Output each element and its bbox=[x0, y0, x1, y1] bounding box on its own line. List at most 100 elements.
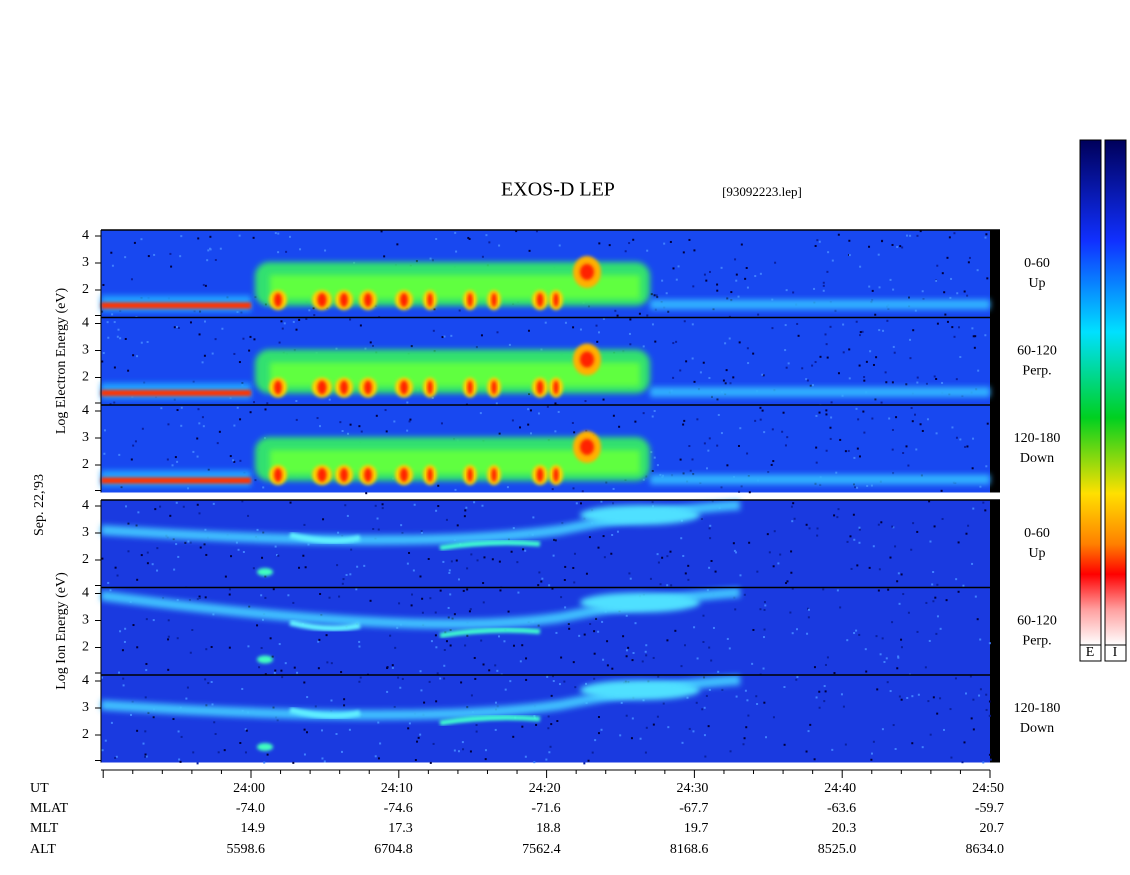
speckle bbox=[823, 685, 826, 688]
speckle bbox=[682, 251, 685, 254]
speckle bbox=[819, 483, 822, 486]
speckle bbox=[680, 665, 683, 668]
speckle bbox=[796, 628, 799, 631]
speckle bbox=[652, 723, 655, 726]
speckle bbox=[897, 655, 900, 658]
speckle bbox=[261, 556, 264, 559]
blob bbox=[467, 380, 473, 395]
blob bbox=[400, 380, 408, 395]
speckle bbox=[547, 727, 550, 730]
speckle bbox=[456, 524, 459, 527]
speckle bbox=[955, 378, 958, 381]
speckle bbox=[141, 427, 144, 430]
speckle bbox=[204, 284, 207, 287]
speckle bbox=[474, 677, 477, 680]
speckle bbox=[666, 555, 669, 558]
speckle bbox=[755, 695, 758, 698]
speckle bbox=[101, 310, 104, 313]
speckle bbox=[963, 290, 966, 293]
edge-strip bbox=[990, 675, 1000, 763]
speckle bbox=[330, 699, 333, 702]
speckle bbox=[533, 715, 536, 718]
speckle bbox=[652, 656, 655, 659]
speckle bbox=[902, 593, 905, 596]
speckle bbox=[912, 329, 915, 332]
speckle bbox=[218, 430, 221, 433]
footer-value: 8634.0 bbox=[966, 842, 1005, 857]
speckle bbox=[748, 491, 751, 494]
speckle bbox=[728, 647, 731, 650]
speckle bbox=[432, 329, 435, 332]
speckle bbox=[777, 562, 780, 565]
speckle bbox=[970, 717, 973, 720]
footer-value: -59.7 bbox=[975, 801, 1004, 816]
speckle bbox=[147, 255, 150, 258]
speckle bbox=[763, 636, 766, 639]
blob bbox=[364, 380, 372, 395]
speckle bbox=[106, 321, 109, 324]
speckle bbox=[230, 555, 233, 558]
speckle bbox=[602, 317, 605, 320]
speckle bbox=[124, 256, 127, 259]
speckle bbox=[856, 486, 859, 489]
speckle bbox=[201, 361, 204, 364]
speckle bbox=[627, 646, 630, 649]
speckle bbox=[683, 419, 686, 422]
speckle bbox=[695, 701, 698, 704]
speckle bbox=[763, 431, 766, 434]
speckle bbox=[929, 733, 932, 736]
speckle bbox=[811, 384, 814, 387]
speckle bbox=[337, 531, 340, 534]
speckle bbox=[872, 363, 875, 366]
speckle bbox=[688, 238, 691, 241]
speckle bbox=[176, 460, 179, 463]
speckle bbox=[818, 690, 821, 693]
speckle bbox=[858, 455, 861, 458]
speckle bbox=[889, 690, 892, 693]
speckle bbox=[429, 597, 432, 600]
speckle bbox=[789, 611, 792, 614]
speckle bbox=[779, 553, 782, 556]
speckle bbox=[349, 423, 352, 426]
speckle bbox=[971, 562, 974, 565]
speckle bbox=[239, 459, 242, 462]
speckle bbox=[379, 742, 382, 745]
speckle bbox=[909, 357, 912, 360]
speckle bbox=[628, 242, 631, 245]
speckle bbox=[443, 335, 446, 338]
speckle bbox=[807, 730, 810, 733]
speckle bbox=[552, 554, 555, 557]
speckle bbox=[625, 614, 628, 617]
y-tick-label: 4 bbox=[82, 403, 89, 418]
speckle bbox=[708, 566, 711, 569]
speckle bbox=[445, 518, 448, 521]
speckle bbox=[757, 313, 760, 316]
speckle bbox=[616, 530, 619, 533]
speckle bbox=[136, 729, 139, 732]
speckle bbox=[140, 554, 143, 557]
speckle bbox=[707, 449, 710, 452]
speckle bbox=[196, 455, 199, 458]
speckle bbox=[656, 715, 659, 718]
speckle bbox=[935, 432, 938, 435]
speckle bbox=[449, 629, 452, 632]
speckle bbox=[712, 626, 715, 629]
speckle bbox=[818, 411, 821, 414]
speckle bbox=[871, 417, 874, 420]
speckle bbox=[118, 671, 121, 674]
speckle bbox=[759, 406, 762, 409]
speckle bbox=[612, 414, 615, 417]
speckle bbox=[121, 649, 124, 652]
speckle bbox=[978, 694, 981, 697]
speckle bbox=[239, 418, 242, 421]
speckle bbox=[988, 753, 991, 756]
speckle bbox=[672, 376, 675, 379]
speckle bbox=[420, 689, 423, 692]
file-name: [93092223.lep] bbox=[722, 184, 802, 199]
speckle bbox=[805, 523, 808, 526]
speckle bbox=[825, 343, 828, 346]
speckle bbox=[921, 429, 924, 432]
speckle bbox=[880, 401, 883, 404]
speckle bbox=[891, 381, 894, 384]
